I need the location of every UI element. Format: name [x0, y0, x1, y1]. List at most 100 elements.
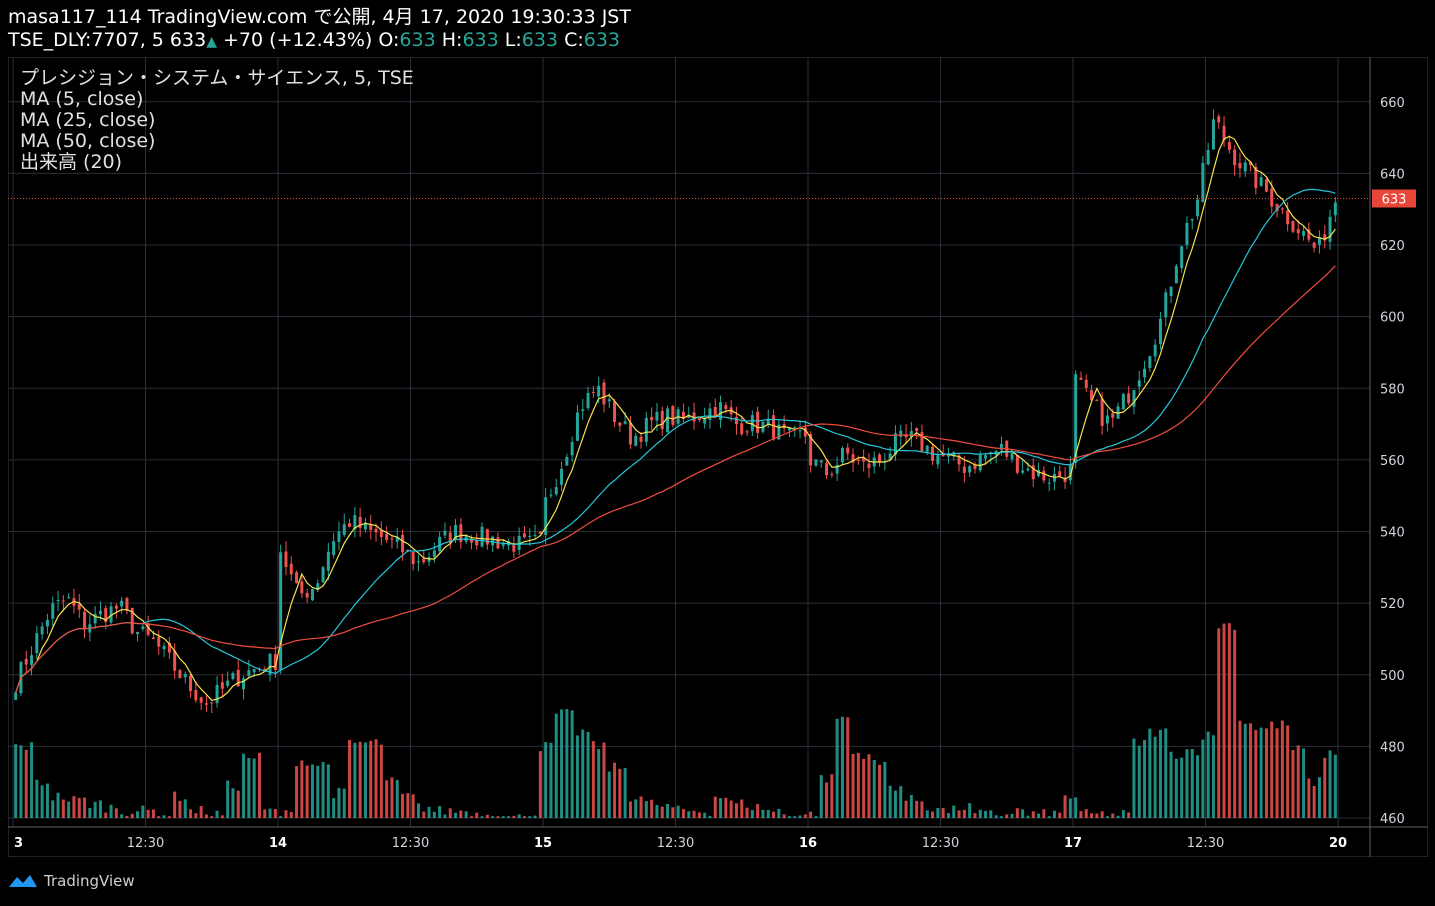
- candle-body: [1259, 177, 1263, 186]
- time-axis[interactable]: 3 12:30 14 12:30 15 12:30 16 12:30 17 12:30 20: [14, 836, 1347, 851]
- candle-body: [310, 589, 314, 601]
- volume-bar: [236, 790, 240, 818]
- volume-bar: [1180, 757, 1184, 818]
- volume-bar: [697, 812, 701, 818]
- price-tick-label: 520: [1380, 597, 1405, 612]
- candle-body: [395, 537, 399, 542]
- volume-bar: [342, 788, 346, 818]
- candle-body: [443, 530, 447, 536]
- candle-body: [279, 552, 283, 670]
- candle-body: [454, 525, 458, 540]
- candle-body: [909, 431, 913, 437]
- volume-bar: [98, 800, 102, 818]
- candle-body: [1169, 286, 1173, 296]
- candle-body: [1222, 125, 1226, 141]
- ohlc-row: TSE_DLY:7707, 5 633▲ +70 (+12.43%) O:633…: [8, 29, 631, 53]
- volume-bar: [448, 808, 452, 818]
- volume-bar: [883, 761, 887, 818]
- candle-body: [326, 551, 330, 571]
- volume-bar: [835, 718, 839, 818]
- candle-body: [501, 542, 505, 546]
- volume-bar: [591, 741, 595, 818]
- volume-bar: [1127, 812, 1131, 818]
- candle-body: [597, 386, 601, 397]
- volume-bar: [204, 814, 208, 818]
- volume-bar: [67, 801, 71, 818]
- candle-body: [607, 399, 611, 402]
- volume-bar: [1100, 811, 1104, 818]
- volume-bar: [1058, 812, 1062, 818]
- tradingview-logo[interactable]: TradingView: [8, 872, 135, 890]
- candle-body: [809, 434, 813, 466]
- candle-body: [204, 703, 208, 705]
- price-axis[interactable]: 460 480 500 520 540 560 580 600 620 640 660: [1380, 96, 1405, 827]
- volume-bar: [957, 810, 961, 818]
- candle-body: [1317, 237, 1321, 245]
- volume-bar: [374, 739, 378, 818]
- volume-bar: [114, 808, 118, 818]
- candle-body: [517, 535, 521, 550]
- volume-bar: [35, 779, 39, 818]
- candle-body: [581, 409, 585, 411]
- volume-bar: [496, 816, 500, 818]
- volume-bar: [734, 803, 738, 818]
- volume-bar: [93, 801, 97, 818]
- volume-bar: [862, 758, 866, 818]
- legend-title[interactable]: プレシジョン・システム・サイエンス, 5, TSE: [20, 67, 414, 89]
- volume-bar: [1296, 745, 1300, 818]
- volume-bars: [14, 623, 1337, 818]
- candle-body: [358, 516, 362, 529]
- candle-body: [1328, 216, 1332, 242]
- volume-bar: [141, 805, 145, 818]
- time-tick-label: 3: [14, 836, 23, 851]
- legend-ma50[interactable]: MA (50, close): [20, 130, 156, 152]
- candle-body: [284, 551, 288, 568]
- volume-bar: [893, 790, 897, 818]
- legend-ma5[interactable]: MA (5, close): [20, 88, 144, 110]
- volume-bar: [1222, 623, 1226, 818]
- volume-bar: [809, 811, 813, 818]
- candle-body: [819, 460, 823, 463]
- volume-bar: [1026, 815, 1030, 818]
- legend-volume[interactable]: 出来高 (20): [20, 151, 123, 173]
- candle-body: [1074, 374, 1078, 463]
- volume-bar: [1190, 748, 1194, 818]
- candle-body: [591, 392, 595, 394]
- candle-body: [1196, 199, 1200, 217]
- volume-bar: [840, 716, 844, 818]
- time-tick-label: 12:30: [392, 836, 429, 851]
- volume-bar: [1005, 814, 1009, 818]
- volume-bar: [395, 779, 399, 818]
- volume-bar: [1286, 725, 1290, 818]
- volume-bar: [120, 814, 124, 818]
- candle-body: [157, 636, 161, 647]
- price-chart[interactable]: 460 480 500 520 540 560 580 600 620 640 660 3 12:30…: [8, 57, 1428, 857]
- volume-bar: [1243, 723, 1247, 818]
- time-tick-label: 20: [1329, 836, 1347, 851]
- volume-bar: [438, 806, 442, 818]
- candle-body: [1270, 188, 1274, 207]
- volume-bar: [968, 803, 972, 818]
- volume-bar: [109, 804, 113, 818]
- volume-bar: [305, 765, 309, 818]
- price-tick-label: 460: [1380, 812, 1405, 827]
- ma50-line: [15, 265, 1336, 693]
- volume-bar: [104, 812, 108, 818]
- candle-body: [45, 619, 49, 627]
- volume-bar: [560, 709, 564, 818]
- volume-bar: [904, 800, 908, 818]
- volume-bar: [337, 787, 341, 818]
- volume-bar: [941, 808, 945, 818]
- candle-body: [215, 684, 219, 704]
- chart-header: masa117_114 TradingView.com で公開, 4月 17, …: [8, 6, 631, 53]
- volume-bar: [1132, 738, 1136, 818]
- volume-bar: [130, 813, 134, 818]
- legend-ma25[interactable]: MA (25, close): [20, 109, 156, 131]
- candle-body: [840, 447, 844, 463]
- volume-bar: [88, 807, 92, 818]
- tradingview-logo-icon: [9, 875, 37, 887]
- candle-body: [1249, 162, 1253, 166]
- candle-body: [93, 613, 97, 624]
- volume-bar: [681, 809, 685, 818]
- candle-body: [602, 382, 606, 405]
